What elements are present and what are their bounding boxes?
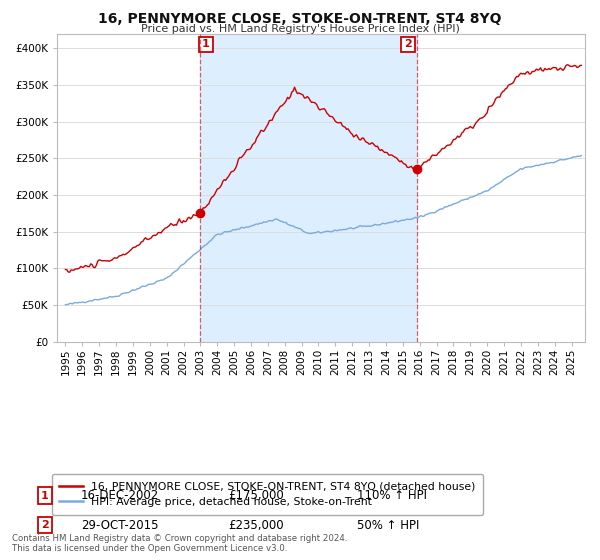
Legend: 16, PENNYMORE CLOSE, STOKE-ON-TRENT, ST4 8YQ (detached house), HPI: Average pric: 16, PENNYMORE CLOSE, STOKE-ON-TRENT, ST4…	[52, 474, 483, 515]
Text: Contains HM Land Registry data © Crown copyright and database right 2024.
This d: Contains HM Land Registry data © Crown c…	[12, 534, 347, 553]
Text: 1: 1	[41, 491, 49, 501]
Bar	[200, 34, 417, 342]
Text: 16, PENNYMORE CLOSE, STOKE-ON-TRENT, ST4 8YQ: 16, PENNYMORE CLOSE, STOKE-ON-TRENT, ST4…	[98, 12, 502, 26]
Text: 16-DEC-2002: 16-DEC-2002	[81, 489, 159, 502]
Text: £175,000: £175,000	[228, 489, 284, 502]
Text: 2: 2	[404, 39, 412, 49]
Text: Price paid vs. HM Land Registry's House Price Index (HPI): Price paid vs. HM Land Registry's House …	[140, 24, 460, 34]
Text: 2: 2	[41, 520, 49, 530]
Text: 50% ↑ HPI: 50% ↑ HPI	[357, 519, 419, 532]
Text: 1: 1	[202, 39, 210, 49]
Text: 29-OCT-2015: 29-OCT-2015	[81, 519, 158, 532]
Text: 110% ↑ HPI: 110% ↑ HPI	[357, 489, 427, 502]
Text: £235,000: £235,000	[228, 519, 284, 532]
